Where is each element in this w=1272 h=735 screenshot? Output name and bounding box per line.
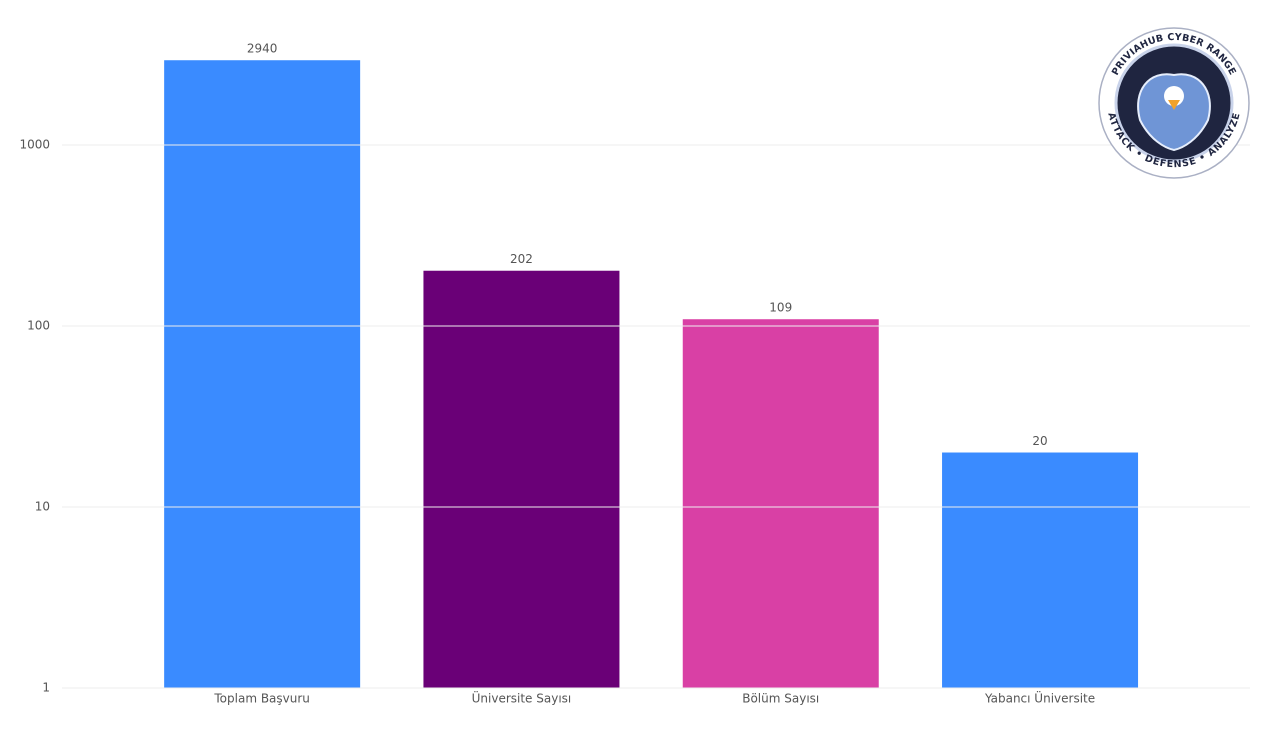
data-label: 109 — [769, 301, 792, 315]
x-tick-label: Üniversite Sayısı — [472, 690, 572, 706]
bar — [942, 452, 1139, 688]
bar — [682, 319, 879, 688]
y-tick-label: 1000 — [19, 138, 50, 152]
x-tick-label: Bölüm Sayısı — [742, 692, 819, 706]
logo: PRIVIAHUB CYBER RANGE ATTACK • DEFENSE •… — [1098, 27, 1250, 179]
y-tick-label: 1 — [42, 681, 50, 695]
data-label: 202 — [510, 252, 533, 266]
x-tick-label: Yabancı Üniversite — [984, 690, 1095, 706]
y-tick-label: 100 — [27, 319, 50, 333]
data-label: 20 — [1032, 434, 1047, 448]
logo-beak — [1168, 100, 1180, 110]
bar — [423, 270, 620, 688]
logo-eagle — [1137, 73, 1211, 152]
x-tick-label: Toplam Başvuru — [213, 692, 310, 706]
y-tick-label: 10 — [35, 500, 50, 514]
bar — [164, 60, 361, 689]
data-label: 2940 — [247, 42, 278, 56]
